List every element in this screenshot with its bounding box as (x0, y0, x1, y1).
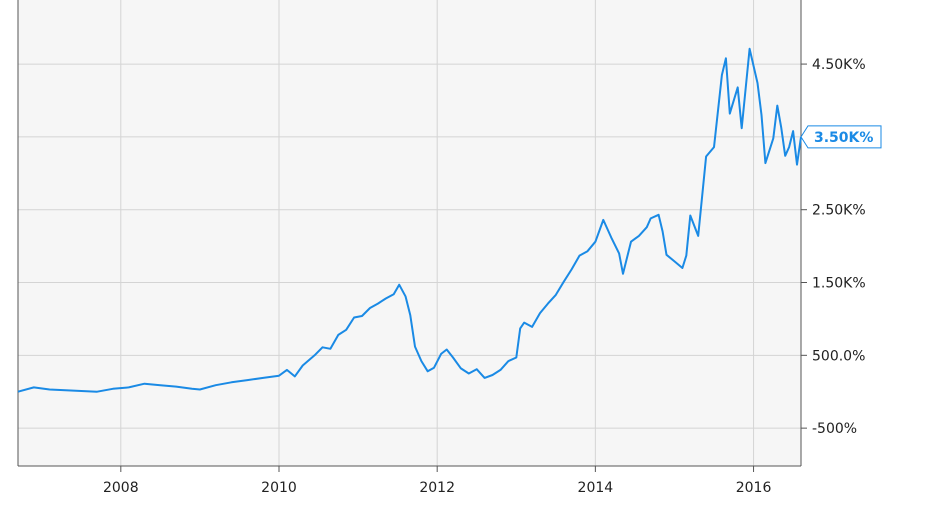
series-layer (17, 47, 802, 393)
y-tick-label: -500% (812, 421, 857, 437)
grid-lines (18, 0, 801, 466)
x-tick-label: 2014 (578, 480, 614, 496)
x-tick-label: 2012 (419, 480, 455, 496)
axes (17, 0, 807, 472)
x-tick-label: 2010 (261, 480, 297, 496)
tick-labels: 2008 2010 2012 2014 2016 -500% 500.0% 1.50K% 2.5… (103, 57, 882, 496)
y-tick-label: 1.50K% (812, 276, 866, 292)
y-tick-label: 4.50K% (812, 57, 866, 73)
plot-background (18, 0, 801, 466)
y-tick-label: 2.50K% (812, 203, 866, 219)
last-value-label: 3.50K% (814, 130, 873, 146)
series-line (17, 47, 802, 393)
x-tick-label: 2008 (103, 480, 139, 496)
last-value-tag (800, 125, 882, 149)
y-tick-label: 500.0% (812, 348, 865, 364)
x-tick-label: 2016 (736, 480, 772, 496)
